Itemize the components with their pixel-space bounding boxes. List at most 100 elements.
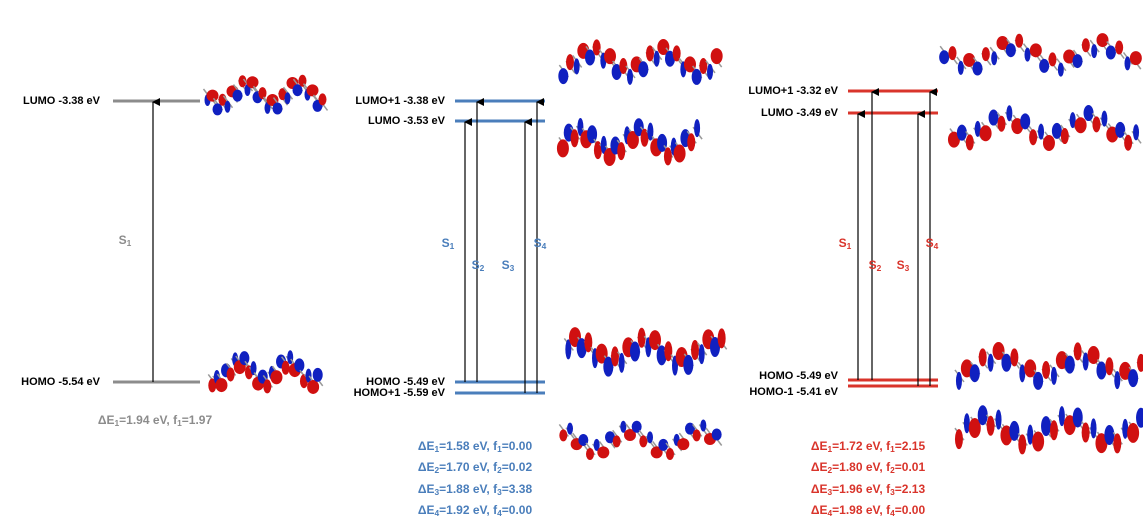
- lobe: [611, 346, 619, 366]
- subscript: 2: [877, 263, 882, 273]
- page: LUMO -3.38 eVHOMO -5.54 eVS1ΔE1=1.94 eV,…: [0, 0, 1143, 521]
- excitation-energy: ΔE1=1.58 eV, f1=0.00: [418, 439, 533, 454]
- lobe: [970, 364, 980, 382]
- subscript: 3: [510, 263, 515, 273]
- lobe: [973, 62, 983, 76]
- lobe: [567, 423, 573, 435]
- lobe: [687, 133, 695, 151]
- lobe: [586, 448, 594, 460]
- text-part: =1.70 eV, f: [439, 460, 498, 474]
- text-part: ΔE: [418, 460, 435, 474]
- lobe: [215, 378, 227, 392]
- lobe: [1124, 135, 1132, 151]
- lobe: [1043, 135, 1055, 151]
- lobe: [1010, 348, 1018, 366]
- text-part: ΔE: [418, 439, 435, 453]
- excitation-energy: ΔE1=1.94 eV, f1=1.97: [98, 413, 213, 428]
- lobe: [307, 84, 319, 96]
- lobe: [313, 368, 323, 382]
- excitation-energy: ΔE4=1.92 eV, f4=0.00: [418, 503, 533, 518]
- lobe: [1058, 63, 1064, 77]
- lobe: [620, 421, 626, 433]
- text-part: ΔE: [418, 482, 435, 496]
- lobe: [571, 129, 579, 147]
- lobe: [699, 58, 707, 74]
- orbital-image: [558, 39, 722, 85]
- lobe: [574, 58, 580, 74]
- lobe: [1001, 354, 1011, 372]
- level-label: LUMO+1 -3.38 eV: [355, 95, 445, 107]
- lobe: [979, 348, 987, 366]
- lobe: [1084, 105, 1094, 121]
- lobe: [1133, 124, 1139, 140]
- text-part: =1.58 eV, f: [439, 439, 498, 453]
- lobe: [294, 358, 304, 372]
- text-part: S: [869, 258, 877, 272]
- lobe: [1088, 346, 1100, 364]
- lobe: [1061, 128, 1069, 144]
- lobe: [1092, 116, 1100, 132]
- text-part: S: [119, 233, 127, 247]
- lobe: [694, 119, 700, 137]
- subscript: 1: [450, 241, 455, 251]
- level-label: HOMO -5.54 eV: [21, 376, 101, 388]
- lobe: [1136, 408, 1143, 428]
- orbital-image: [948, 105, 1141, 151]
- diagram: LUMO -3.38 eVHOMO -5.54 eVS1ΔE1=1.94 eV,…: [0, 0, 1143, 521]
- lobe: [1127, 423, 1139, 443]
- lobe: [619, 353, 625, 373]
- text-part: =0.00: [895, 503, 926, 517]
- lobe: [1024, 359, 1036, 377]
- lobe: [1125, 56, 1131, 70]
- lobe: [1050, 420, 1058, 440]
- text-part: =1.72 eV, f: [832, 439, 891, 453]
- lobe: [1041, 416, 1051, 436]
- lobe: [306, 369, 312, 383]
- text-part: ΔE: [811, 482, 828, 496]
- lobe: [996, 410, 1002, 430]
- lobe: [1018, 434, 1026, 454]
- lobe: [594, 141, 602, 159]
- subscript: 1: [847, 241, 852, 251]
- lobe: [251, 361, 257, 375]
- text-part: S: [897, 258, 905, 272]
- orbital-image: [939, 33, 1142, 77]
- lobe: [559, 429, 567, 441]
- lobe: [1104, 425, 1114, 445]
- lobe: [1115, 41, 1123, 55]
- lobe: [239, 351, 249, 365]
- lobe: [630, 342, 640, 362]
- text-part: S: [534, 236, 542, 250]
- lobe: [1065, 356, 1075, 374]
- lobe: [558, 68, 568, 84]
- text-part: =1.92 eV, f: [439, 503, 498, 517]
- lobe: [285, 92, 291, 104]
- level-label: HOMO -5.49 eV: [759, 370, 839, 382]
- lobe: [674, 145, 686, 163]
- lobe: [638, 328, 646, 348]
- lobe: [557, 139, 569, 157]
- text-part: =1.88 eV, f: [439, 482, 498, 496]
- excitation-energy: ΔE4=1.98 eV, f4=0.00: [811, 503, 926, 518]
- orbital-image: [955, 342, 1143, 390]
- lobe: [957, 125, 967, 141]
- lobe: [712, 429, 722, 441]
- orbital-image: [208, 350, 322, 394]
- transition-label: S2: [869, 258, 882, 273]
- transition-label: S1: [839, 236, 852, 251]
- lobe: [1082, 38, 1090, 52]
- lobe: [1042, 361, 1050, 379]
- lobe: [1097, 33, 1109, 47]
- level-label: LUMO -3.38 eV: [23, 95, 101, 107]
- lobe: [1075, 117, 1087, 133]
- lobe: [613, 435, 621, 447]
- lobe: [1032, 432, 1044, 452]
- text-part: ΔE: [811, 503, 828, 517]
- lobe: [1096, 362, 1106, 380]
- lobe: [270, 370, 282, 384]
- lobe: [989, 110, 999, 126]
- excitation-energy: ΔE2=1.70 eV, f2=0.02: [418, 460, 533, 475]
- text-part: =2.13: [895, 482, 926, 496]
- text-part: =0.02: [502, 460, 533, 474]
- text-part: ΔE: [811, 460, 828, 474]
